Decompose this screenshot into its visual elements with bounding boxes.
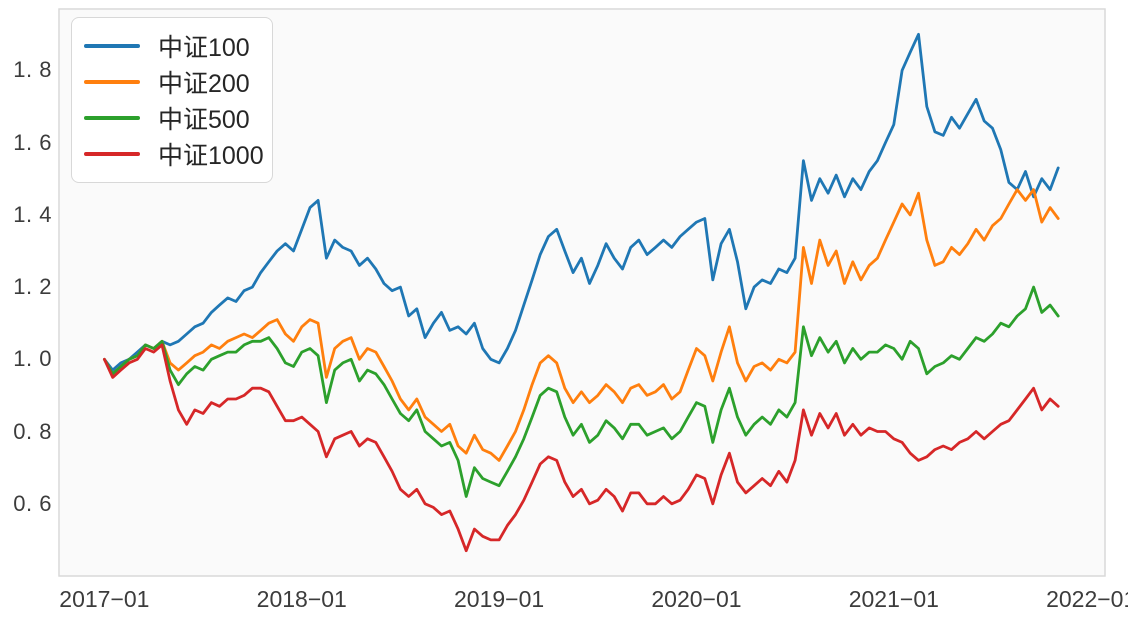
legend-label: 中证1000 [158,142,264,170]
legend-item: 中证1000 [84,136,264,172]
x-tick-label: 2019−01 [454,586,545,612]
legend-line-sample-icon [84,152,140,156]
series-line-1 [103,188,1060,462]
legend: 中证100 中证200 中证500 中证1000 [71,17,273,183]
y-tick-label: 0. 6 [13,490,52,516]
series-line-3 [103,343,1060,553]
legend-label: 中证100 [158,34,250,62]
x-tick-label: 2018−01 [256,586,347,612]
y-tick-label: 1. 4 [13,201,52,227]
legend-item: 中证500 [84,100,258,136]
x-tick-label: 2020−01 [651,586,742,612]
y-tick-label: 0. 8 [13,418,52,444]
legend-item: 中证200 [84,64,258,100]
legend-line-sample-icon [84,80,140,84]
y-tick-label: 1. 6 [13,129,52,155]
series-line-2 [103,285,1060,498]
x-tick-label: 2017−01 [59,586,150,612]
x-tick-label: 2022−01 [1046,586,1128,612]
y-tick-label: 1. 2 [13,274,52,300]
y-tick-label: 1. 0 [13,346,52,372]
y-tick-label: 1. 8 [13,57,52,83]
legend-item: 中证100 [84,28,258,64]
x-tick-label: 2021−01 [848,586,939,612]
legend-label: 中证500 [158,106,250,134]
legend-label: 中证200 [158,70,250,98]
legend-line-sample-icon [84,116,140,120]
series-line-0 [103,32,1060,372]
legend-line-sample-icon [84,44,140,48]
